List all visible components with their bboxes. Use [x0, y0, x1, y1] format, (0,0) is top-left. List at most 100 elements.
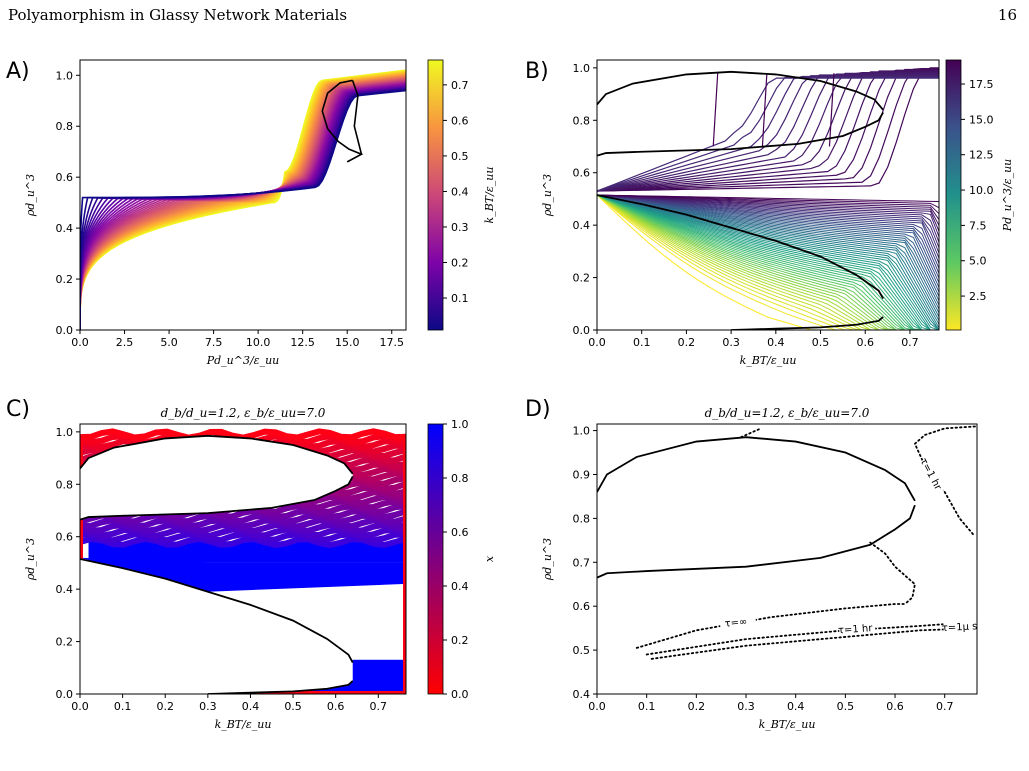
- y-axis-label: ρd_u^3: [541, 538, 554, 581]
- y-tick-label: 1.0: [573, 62, 591, 75]
- y-tick-label: 0.0: [56, 688, 74, 701]
- tie-line: [761, 73, 768, 147]
- y-tick-label: 0.6: [573, 167, 591, 180]
- x-axis-label: Pd_u^3/ε_uu: [206, 354, 280, 367]
- isobar-line: [597, 194, 939, 328]
- x-tick-label: 0.4: [767, 336, 785, 349]
- colorbar-tick-label: 5.0: [969, 255, 987, 268]
- isobar-line: [597, 194, 939, 330]
- isobar-line: [597, 194, 939, 330]
- x-tick-label: 0.1: [638, 700, 656, 713]
- x-tick-label: 17.5: [379, 336, 404, 349]
- isobar-line: [597, 194, 939, 330]
- isobar-line: [597, 194, 939, 330]
- relaxation-contour: [650, 627, 977, 660]
- blue-region-lower: [207, 659, 406, 694]
- coexistence-hole-upper: [80, 435, 353, 520]
- isobar-line-high: [597, 69, 939, 192]
- colorbar-tick-label: 2.5: [969, 290, 987, 303]
- colorbar-tick-label: 10.0: [969, 184, 994, 197]
- x-tick-label: 0.2: [678, 336, 696, 349]
- composition-stripe: [80, 521, 406, 694]
- y-tick-label: 0.8: [573, 114, 591, 127]
- isobar-line: [597, 194, 939, 330]
- isobar-line: [597, 194, 939, 330]
- isobar-line: [597, 194, 939, 330]
- colorbar-tick-label: 0.1: [451, 292, 469, 305]
- page-number: 16: [997, 6, 1017, 24]
- isobar-line: [597, 194, 939, 321]
- composition-stripe: [80, 428, 406, 694]
- isobar-curves: [597, 67, 939, 330]
- isobar-line: [597, 194, 939, 330]
- isobar-line: [597, 194, 939, 288]
- colorbar-tick-label: 15.0: [969, 113, 994, 126]
- isobar-line: [597, 194, 939, 330]
- colorbar: [945, 59, 962, 331]
- isobar-line: [597, 194, 939, 330]
- y-tick-label: 0.0: [56, 324, 74, 337]
- y-tick-label: 0.9: [573, 468, 591, 481]
- panel-letter: D): [525, 397, 551, 422]
- plot-frame: [79, 59, 407, 331]
- y-tick-label: 0.8: [56, 478, 74, 491]
- isobar-line: [597, 194, 939, 330]
- isobar-line-high: [597, 72, 939, 192]
- plot-frame: [79, 423, 407, 695]
- colorbar-tick-label: 0.6: [451, 114, 469, 127]
- y-tick-label: 0.4: [573, 219, 591, 232]
- y-tick-label: 1.0: [56, 426, 74, 439]
- contour-label-bg: [719, 613, 757, 630]
- isobar-line-high: [597, 76, 939, 192]
- colorbar-label: k_BT/ε_uu: [483, 167, 496, 224]
- phase-boundary: [597, 504, 916, 579]
- colorbar-tick-label: 0.4: [451, 185, 469, 198]
- isobar-line-high: [597, 71, 939, 192]
- isobar-line-high: [597, 67, 939, 192]
- x-tick-label: 0.2: [156, 700, 174, 713]
- isobar-line-high: [597, 75, 939, 192]
- x-axis-label: k_BT/ε_uu: [215, 718, 272, 731]
- colorbar-tick-label: 0.4: [451, 580, 469, 593]
- colorbar-tick-label: 0.2: [451, 634, 469, 647]
- colorbar: [427, 59, 444, 331]
- x-tick-label: 7.5: [205, 336, 223, 349]
- colorbar-tick-label: 0.0: [451, 688, 469, 701]
- contour-label: τ=1μ s: [942, 621, 978, 634]
- x-tick-label: 0.0: [71, 700, 89, 713]
- isobar-line: [597, 194, 939, 203]
- contour-label-bg: [838, 620, 876, 636]
- isobar-line-high: [597, 68, 939, 192]
- isobar-line: [597, 194, 939, 330]
- running-title: Polyamorphism in Glassy Network Material…: [8, 6, 348, 24]
- panel-letter: B): [525, 59, 549, 84]
- colorbar-tick-label: 0.3: [451, 221, 469, 234]
- y-tick-label: 0.5: [573, 644, 591, 657]
- x-tick-label: 0.4: [242, 700, 260, 713]
- isobar-line: [597, 194, 939, 330]
- relaxation-contour: [635, 603, 906, 649]
- y-tick-label: 0.4: [56, 583, 74, 596]
- colorbar-tick-label: 1.0: [451, 418, 469, 431]
- plot-frame: [596, 423, 978, 695]
- isobar-line: [597, 194, 939, 306]
- isobar-line-high: [597, 70, 939, 192]
- x-tick-label: 0.0: [588, 336, 606, 349]
- relaxation-contour: [645, 620, 977, 656]
- phase-boundary: [597, 194, 884, 299]
- isobar-line: [597, 194, 939, 330]
- panel-letter: A): [6, 59, 30, 84]
- y-tick-label: 0.2: [573, 272, 591, 285]
- x-tick-label: 0.7: [901, 336, 919, 349]
- composition-map: [80, 428, 406, 694]
- figure-caption: [8, 750, 1018, 770]
- x-tick-label: 0.7: [370, 700, 388, 713]
- isobar-line: [597, 194, 939, 284]
- y-tick-label: 0.8: [573, 512, 591, 525]
- phase-boundary: [80, 476, 354, 521]
- isobar-line: [597, 194, 939, 325]
- isobar-line: [597, 194, 939, 330]
- contour-label: τ=1 hr: [917, 456, 943, 492]
- isobar-line: [597, 194, 939, 330]
- isobar-line: [597, 194, 939, 330]
